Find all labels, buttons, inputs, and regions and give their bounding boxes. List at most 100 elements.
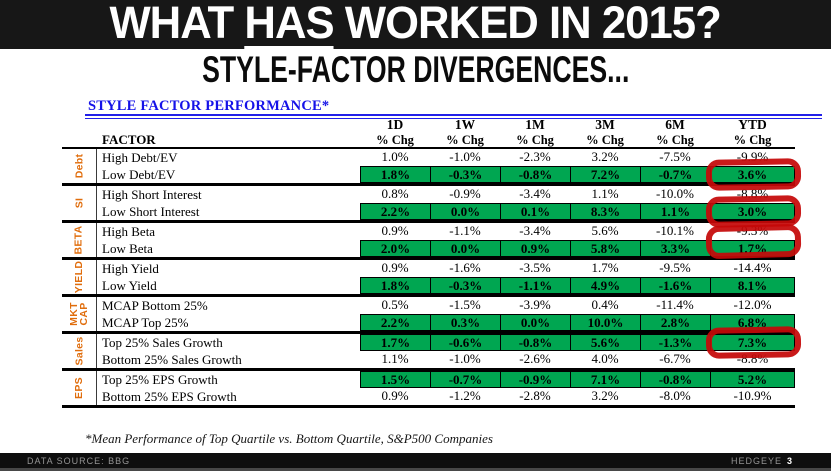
value-cell: -0.7% — [430, 371, 500, 388]
group-label: BETA — [72, 225, 85, 255]
factor-group: MKT CAP MCAP Bottom 25% 0.5% -1.5% -3.9% 0.4%… — [62, 297, 795, 334]
value-cell: 1.1% — [591, 186, 619, 201]
value-cell: 5.8% — [570, 240, 640, 257]
footer-strip — [0, 468, 831, 471]
value-cell: -6.7% — [659, 351, 691, 366]
value-cell: 0.5% — [381, 297, 409, 312]
value-cell: 0.0% — [430, 240, 500, 257]
value-cell: 7.1% — [570, 371, 640, 388]
group-label-cell: MKT CAP — [62, 297, 97, 331]
footnote: *Mean Performance of Top Quartile vs. Bo… — [85, 431, 493, 446]
factor-name: High Short Interest — [102, 187, 202, 202]
value-cell: 1.8% — [360, 166, 430, 183]
value-cell: -10.0% — [656, 186, 694, 201]
column-header-unit: % Chg — [586, 133, 624, 147]
value-cell: 6.8% — [710, 314, 795, 331]
value-cell: 1.1% — [381, 351, 409, 366]
value-cell: -3.4% — [519, 223, 551, 238]
group-label-cell: BETA — [62, 223, 97, 257]
factor-name: Low Short Interest — [102, 204, 200, 219]
factor-name: Bottom 25% EPS Growth — [102, 389, 237, 404]
title-banner: WHAT HAS WORKED IN 2015? — [0, 0, 831, 50]
group-label-cell: YIELD — [62, 260, 97, 294]
column-header-unit: % Chg — [446, 133, 484, 147]
value-cell: -3.5% — [519, 260, 551, 275]
column-header-period: 6M — [665, 117, 685, 132]
column-header-period: 1M — [525, 117, 545, 132]
column-header-period: 1D — [386, 117, 404, 132]
value-cell: 8.3% — [570, 203, 640, 220]
table-title: STYLE FACTOR PERFORMANCE* — [88, 98, 330, 114]
group-label: Sales — [72, 336, 85, 366]
value-cell: 2.8% — [640, 314, 710, 331]
factor-name: High Beta — [102, 224, 156, 239]
value-cell: 2.0% — [360, 240, 430, 257]
table-title-underline — [85, 114, 822, 119]
value-cell: 7.3% — [705, 326, 802, 359]
factor-group: SI High Short Interest 0.8% -0.9% -3.4% 1.1% -… — [62, 186, 802, 228]
value-cell: -10.9% — [733, 388, 772, 403]
value-cell: 5.6% — [570, 334, 640, 351]
brand-label: HEDGEYE — [730, 455, 782, 466]
group-label: Debt — [72, 153, 85, 179]
value-cell: -0.9% — [449, 186, 481, 201]
group-label: MKT CAP — [68, 302, 90, 326]
value-cell: -3.9% — [519, 297, 551, 312]
value-cell: 1.7% — [360, 334, 430, 351]
value-cell: 5.2% — [710, 371, 795, 388]
value-cell: 0.9% — [381, 388, 409, 403]
value-cell: -12.0% — [733, 297, 772, 312]
value-cell: -1.1% — [449, 223, 481, 238]
group-label: YIELD — [72, 260, 85, 294]
group-label-cell: Debt — [62, 149, 97, 183]
value-cell: 0.0% — [500, 314, 570, 331]
value-cell: -0.8% — [500, 166, 570, 183]
header-spacer — [62, 133, 97, 147]
factor-name: MCAP Bottom 25% — [102, 298, 208, 313]
value-cell: -1.1% — [500, 277, 570, 294]
factor-name: Low Debt/EV — [102, 167, 176, 182]
value-cell: -0.8% — [640, 371, 710, 388]
group-label: SI — [73, 197, 85, 209]
value-cell: -1.6% — [640, 277, 710, 294]
page-number: 3 — [786, 455, 793, 466]
factor-name: MCAP Top 25% — [102, 315, 189, 330]
value-cell: 0.9% — [500, 240, 570, 257]
value-cell: 4.0% — [591, 351, 619, 366]
value-cell: -2.6% — [519, 351, 551, 366]
title-part-pre: WHAT — [109, 0, 245, 48]
factor-group: EPS Top 25% EPS Growth 1.5% -0.7% -0.9% 7.1% -… — [62, 371, 795, 408]
value-cell: 0.1% — [500, 203, 570, 220]
value-cell: 3.3% — [640, 240, 710, 257]
value-cell: 5.6% — [591, 223, 619, 238]
value-cell: 1.0% — [381, 149, 409, 164]
value-cell: 1.7% — [705, 223, 802, 260]
value-cell: 1.1% — [640, 203, 710, 220]
value-cell: 2.2% — [360, 314, 430, 331]
value-cell: 3.0% — [705, 195, 802, 228]
value-cell: 1.5% — [360, 371, 430, 388]
footer-bar: DATA SOURCE: BBG HEDGEYE 3 — [0, 453, 831, 468]
value-cell: -0.9% — [500, 371, 570, 388]
table-header: 1D 1W 1M 3M 6M YTD FACTOR % Chg % Chg % Chg % Chg%… — [62, 117, 795, 147]
value-cell: 3.6% — [705, 158, 802, 191]
value-cell: -8.8% — [736, 351, 769, 366]
value-cell: -8.8% — [736, 186, 769, 201]
slide-subtitle-text: STYLE-FACTOR DIVERGENCES... — [201, 49, 630, 90]
title-part-post: WORKED IN 2015? — [334, 0, 722, 48]
table-body: Debt High Debt/EV 1.0% -1.0% -2.3% 3.2% -7.5% -… — [62, 147, 802, 408]
value-cell: -11.4% — [656, 297, 694, 312]
factor-group: Debt High Debt/EV 1.0% -1.0% -2.3% 3.2% -7.5% -… — [62, 149, 802, 191]
value-cell: 0.9% — [381, 260, 409, 275]
value-cell: -1.2% — [449, 388, 481, 403]
factor-group: Sales Top 25% Sales Growth 1.7% -0.6% -0.8% 5… — [62, 326, 802, 371]
column-header-period: YTD — [738, 117, 767, 132]
factor-name: High Debt/EV — [102, 150, 178, 165]
value-cell: -0.3% — [430, 166, 500, 183]
factor-name: Bottom 25% Sales Growth — [102, 352, 242, 367]
column-header-unit: % Chg — [376, 133, 414, 147]
column-header-factor: FACTOR — [102, 132, 156, 147]
value-cell: 0.9% — [381, 223, 409, 238]
value-cell: -9.9% — [736, 149, 769, 164]
